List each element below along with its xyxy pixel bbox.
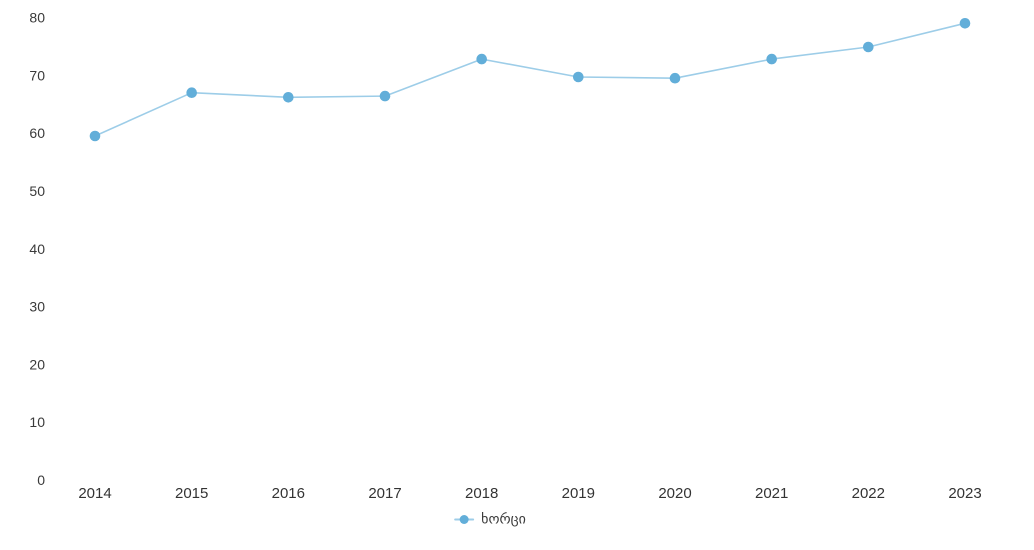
x-axis-tick-label: 2016 — [272, 485, 305, 502]
y-axis-tick-label: 20 — [29, 356, 45, 372]
x-axis-tick-label: 2018 — [465, 485, 498, 502]
series-line-khortsi — [94, 22, 966, 137]
data-point-2023[interactable] — [959, 18, 971, 29]
y-axis-tick-label: 60 — [29, 125, 45, 141]
x-axis-tick-label: 2023 — [948, 485, 981, 502]
legend-series-marker-icon — [454, 514, 475, 524]
y-axis-tick-label: 80 — [29, 10, 45, 26]
y-axis-tick-label: 40 — [29, 241, 45, 257]
x-axis-tick-label: 2014 — [78, 485, 111, 502]
y-axis-tick-label: 50 — [29, 183, 45, 199]
y-axis-tick-label: 10 — [29, 414, 45, 430]
y-axis-tick-label: 70 — [29, 67, 45, 83]
data-point-2019[interactable] — [573, 71, 584, 83]
data-point-2021[interactable] — [766, 53, 777, 65]
legend-label: ხორცი — [481, 510, 526, 527]
data-point-2016[interactable] — [283, 92, 294, 103]
legend-item-khortsi[interactable]: ხორცი — [454, 511, 526, 528]
x-axis-tick-label: 2022 — [852, 485, 885, 502]
data-point-2015[interactable] — [186, 87, 197, 98]
x-axis-tick-label: 2015 — [175, 485, 208, 502]
data-point-2014[interactable] — [89, 130, 101, 142]
x-axis-tick-label: 2017 — [368, 485, 401, 502]
data-point-2020[interactable] — [669, 72, 681, 84]
data-point-2017[interactable] — [379, 90, 391, 102]
data-point-2022[interactable] — [863, 41, 874, 53]
legend-dot-icon — [459, 514, 469, 524]
x-axis-tick-label: 2019 — [562, 485, 595, 502]
y-axis-tick-label: 0 — [37, 472, 45, 488]
x-axis-tick-label: 2021 — [755, 485, 788, 502]
data-point-2018[interactable] — [476, 53, 488, 65]
y-axis-tick-label: 30 — [29, 299, 45, 315]
x-axis-tick-label: 2020 — [658, 485, 691, 502]
